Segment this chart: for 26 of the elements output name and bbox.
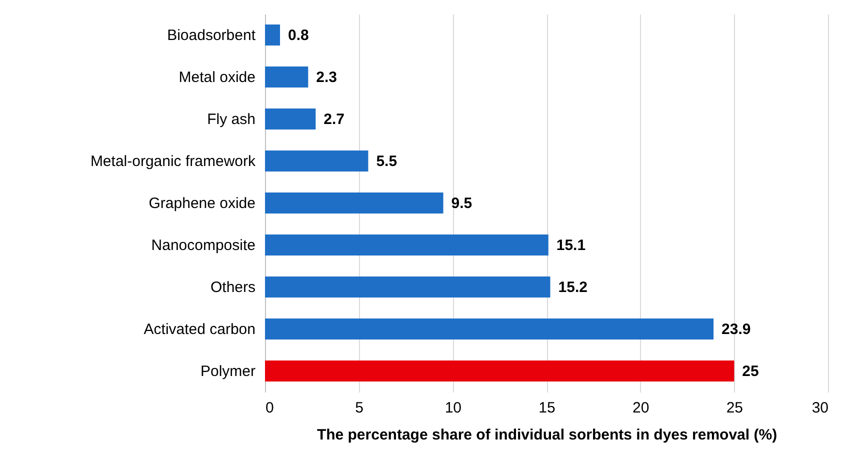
data-label: 25 <box>742 363 759 380</box>
y-tick-label: Activated carbon <box>144 321 256 338</box>
y-tick-label: Polymer <box>200 363 256 380</box>
data-label: 0.8 <box>288 27 309 44</box>
x-tick-label: 30 <box>812 400 828 416</box>
data-label: 2.7 <box>324 111 345 128</box>
y-tick-label: Fly ash <box>207 111 256 128</box>
data-label: 15.1 <box>556 237 586 254</box>
y-tick-label: Bioadsorbent <box>167 27 256 44</box>
y-tick-label: Metal-organic framework <box>90 153 256 170</box>
data-label: 15.2 <box>558 279 588 296</box>
x-tick-label: 25 <box>726 400 744 416</box>
x-axis-title: The percentage share of individual sorbents in dyes removal (%) <box>316 426 778 444</box>
x-tick-label: 20 <box>632 400 650 416</box>
x-tick-label: 0 <box>266 400 274 416</box>
data-label: 2.3 <box>316 69 338 86</box>
x-tick-label: 15 <box>538 400 556 416</box>
y-tick-label: Nanocomposite <box>151 237 256 254</box>
x-tick-label: 10 <box>444 400 462 416</box>
y-tick-label: Graphene oxide <box>148 195 256 212</box>
data-label: 23.9 <box>722 321 751 338</box>
y-tick-label: Others <box>210 279 256 296</box>
data-label: 9.5 <box>451 195 472 212</box>
y-tick-label: Metal oxide <box>178 69 256 86</box>
data-label: 5.5 <box>376 153 398 170</box>
x-tick-label: 5 <box>355 400 364 416</box>
